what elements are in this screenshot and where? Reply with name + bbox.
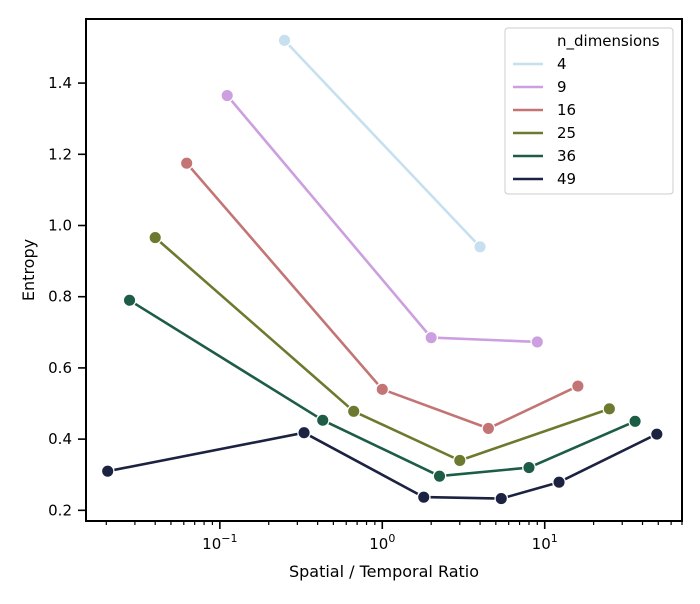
- series-layer: [100, 33, 664, 506]
- y-tick-label: 0.8: [48, 288, 72, 306]
- data-point-49: [100, 464, 115, 479]
- data-point-25: [148, 230, 163, 245]
- tick-labels-layer: 10−1 100 101 0.2 0.4 0.6 0.8 1.0 1.2 1.4: [48, 74, 558, 553]
- data-point-9: [424, 330, 439, 345]
- y-tick-label: 0.2: [48, 501, 72, 519]
- x-tick-label: 100: [369, 532, 395, 553]
- plot-frame: [85, 18, 683, 522]
- legend-title: n_dimensions: [557, 32, 660, 51]
- data-point-4: [277, 33, 292, 48]
- series-line-4: [283, 39, 482, 249]
- series-line-25: [153, 236, 611, 462]
- legend-label-4: 4: [557, 55, 567, 73]
- y-tick-label: 0.4: [48, 430, 72, 448]
- x-tick-label: 101: [532, 532, 558, 553]
- data-point-49: [552, 475, 566, 490]
- data-point-49: [649, 427, 664, 441]
- x-axis-label: Spatial / Temporal Ratio: [289, 562, 479, 581]
- data-point-16: [179, 156, 194, 171]
- data-point-36: [122, 293, 137, 308]
- data-point-16: [481, 421, 496, 436]
- data-point-16: [571, 379, 585, 393]
- data-point-49: [416, 490, 431, 504]
- series-25: [148, 230, 617, 468]
- data-point-4: [473, 240, 487, 254]
- data-point-36: [315, 413, 330, 428]
- series-line-49: [106, 431, 659, 500]
- data-point-9: [220, 88, 235, 103]
- series-line-9: [225, 94, 539, 344]
- data-point-25: [346, 404, 361, 419]
- data-point-49: [494, 491, 509, 506]
- data-point-49: [297, 425, 311, 440]
- y-axis-label: Entropy: [19, 239, 38, 301]
- series-4: [277, 33, 487, 254]
- series-line-16: [185, 161, 580, 430]
- x-tick-label: 10−1: [202, 532, 237, 553]
- series-36: [122, 293, 642, 483]
- data-point-16: [375, 382, 390, 397]
- legend-label-16: 16: [557, 101, 576, 119]
- y-tick-label: 1.4: [48, 74, 72, 92]
- data-point-25: [452, 453, 467, 468]
- data-point-36: [522, 460, 536, 475]
- data-point-25: [602, 402, 617, 416]
- series-16: [179, 156, 585, 436]
- legend-label-9: 9: [557, 78, 567, 96]
- y-tick-label: 0.6: [48, 359, 72, 377]
- y-tick-label: 1.0: [48, 216, 72, 234]
- data-point-36: [432, 469, 447, 483]
- legend-label-49: 49: [557, 170, 576, 188]
- legend-label-25: 25: [557, 124, 576, 142]
- data-point-36: [628, 414, 642, 429]
- series-49: [100, 425, 664, 506]
- legend-box: [504, 27, 674, 195]
- y-tick-label: 1.2: [48, 145, 72, 163]
- data-point-9: [530, 335, 545, 349]
- legend-label-36: 36: [557, 147, 576, 165]
- series-9: [220, 88, 545, 349]
